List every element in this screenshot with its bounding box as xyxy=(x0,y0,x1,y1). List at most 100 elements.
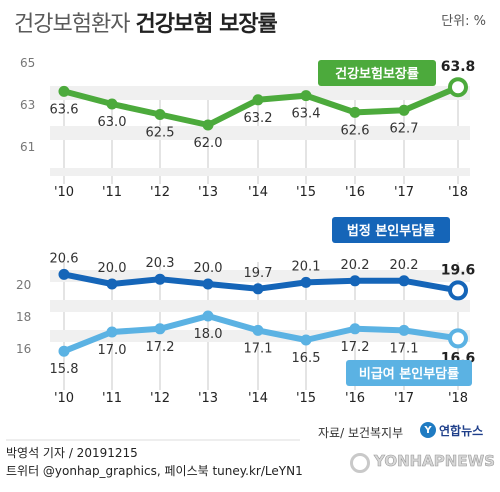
data-point xyxy=(58,268,70,280)
data-label: 63.6 xyxy=(50,102,79,117)
data-point xyxy=(300,334,312,346)
grid-band xyxy=(50,330,470,342)
x-tick-label: '16 xyxy=(345,391,365,406)
y-tick-label: 18 xyxy=(16,310,31,324)
data-label: 63.2 xyxy=(244,111,273,126)
data-label: 63.8 xyxy=(441,59,476,75)
x-tick-label: '14 xyxy=(248,185,268,200)
data-label: 20.3 xyxy=(146,256,175,271)
legend-box xyxy=(332,217,450,243)
grid-band xyxy=(50,300,470,312)
data-label: 63.4 xyxy=(292,107,321,122)
data-point xyxy=(202,310,214,322)
footer-social: 트위터 @yonhap_graphics, 페이스북 tuney.kr/LeYN… xyxy=(6,464,303,478)
legend-label: 비급여 본인부담률 xyxy=(359,366,459,382)
data-point xyxy=(349,275,361,287)
data-point xyxy=(448,328,468,349)
data-point xyxy=(154,273,166,285)
data-point xyxy=(252,324,264,336)
data-point xyxy=(448,280,468,301)
x-tick-label: '10 xyxy=(54,185,74,200)
source-label: 자료/ 보건복지부 xyxy=(318,426,404,440)
data-point xyxy=(398,104,410,116)
data-label: 20.0 xyxy=(194,261,223,276)
legend-box xyxy=(346,360,472,386)
data-point xyxy=(106,278,118,290)
data-point xyxy=(202,119,214,131)
yonhap-logo-text: 연합뉴스 xyxy=(439,423,484,438)
data-point xyxy=(58,85,70,97)
x-tick-label: '13 xyxy=(198,391,218,406)
y-tick-label: 20 xyxy=(16,278,31,292)
x-tick-label: '17 xyxy=(394,391,414,406)
y-tick-label: 61 xyxy=(20,140,35,154)
data-label: 20.2 xyxy=(390,258,419,273)
legend-box xyxy=(318,60,436,86)
x-tick-label: '10 xyxy=(54,391,74,406)
data-point xyxy=(349,106,361,118)
x-tick-label: '14 xyxy=(248,391,268,406)
data-point xyxy=(252,283,264,295)
data-point xyxy=(58,345,70,357)
footer-byline: 박영석 기자 / 20191215 xyxy=(6,446,138,460)
x-tick-label: '11 xyxy=(102,391,122,406)
x-tick-label: '11 xyxy=(102,185,122,200)
data-point xyxy=(300,90,312,102)
data-label: 17.2 xyxy=(146,340,175,355)
data-point xyxy=(252,94,264,106)
legend-label: 건강보험보장률 xyxy=(335,66,419,82)
yonhap-logo-icon: Y xyxy=(420,422,436,438)
legend-label: 법정 본인부담률 xyxy=(347,223,435,239)
title-main: 건강보험 보장률 xyxy=(135,12,277,37)
data-label: 20.6 xyxy=(50,251,79,266)
watermark-text: YONHAPNEWS xyxy=(374,452,496,471)
data-point xyxy=(398,324,410,336)
data-label: 63.0 xyxy=(98,115,127,130)
data-label: 17.1 xyxy=(390,341,419,356)
unit-label: 단위: % xyxy=(441,14,486,29)
data-label: 17.1 xyxy=(244,341,273,356)
watermark-ring-icon xyxy=(350,453,370,473)
y-tick-label: 16 xyxy=(16,342,31,356)
x-tick-label: '16 xyxy=(345,185,365,200)
yonhap-logo: Y 연합뉴스 xyxy=(420,420,483,440)
x-tick-label: '12 xyxy=(150,391,170,406)
data-label: 20.0 xyxy=(98,261,127,276)
x-tick-label: '13 xyxy=(198,185,218,200)
watermark: YONHAPNEWS xyxy=(350,452,495,473)
data-label: 16.5 xyxy=(292,351,321,366)
data-label: 62.6 xyxy=(341,123,370,138)
data-point xyxy=(448,77,468,98)
chart-title: 건강보험환자 건강보험 보장률 xyxy=(14,6,278,38)
data-label: 15.8 xyxy=(50,362,79,377)
grid-band xyxy=(50,126,470,140)
data-label: 20.1 xyxy=(292,259,321,274)
data-label: 19.6 xyxy=(441,262,476,278)
data-label: 62.0 xyxy=(194,136,223,151)
data-label: 18.0 xyxy=(194,327,223,342)
x-tick-label: '17 xyxy=(394,185,414,200)
data-label: 17.2 xyxy=(341,340,370,355)
data-point xyxy=(398,275,410,287)
data-label: 19.7 xyxy=(244,266,273,281)
data-label: 62.5 xyxy=(146,126,175,141)
y-tick-label: 63 xyxy=(20,98,35,112)
data-point xyxy=(106,98,118,110)
x-tick-label: '18 xyxy=(448,185,468,200)
data-point xyxy=(300,276,312,288)
data-label: 20.2 xyxy=(341,258,370,273)
x-tick-label: '12 xyxy=(150,185,170,200)
title-prefix: 건강보험환자 xyxy=(14,12,130,37)
data-point xyxy=(154,323,166,335)
data-label: 62.7 xyxy=(390,121,419,136)
data-point xyxy=(202,278,214,290)
grid-band xyxy=(50,86,470,100)
data-point xyxy=(349,323,361,335)
data-label: 17.0 xyxy=(98,343,127,358)
grid-band xyxy=(50,168,470,176)
x-tick-label: '18 xyxy=(448,391,468,406)
x-tick-label: '15 xyxy=(296,185,316,200)
data-point xyxy=(106,326,118,338)
data-point xyxy=(154,109,166,120)
